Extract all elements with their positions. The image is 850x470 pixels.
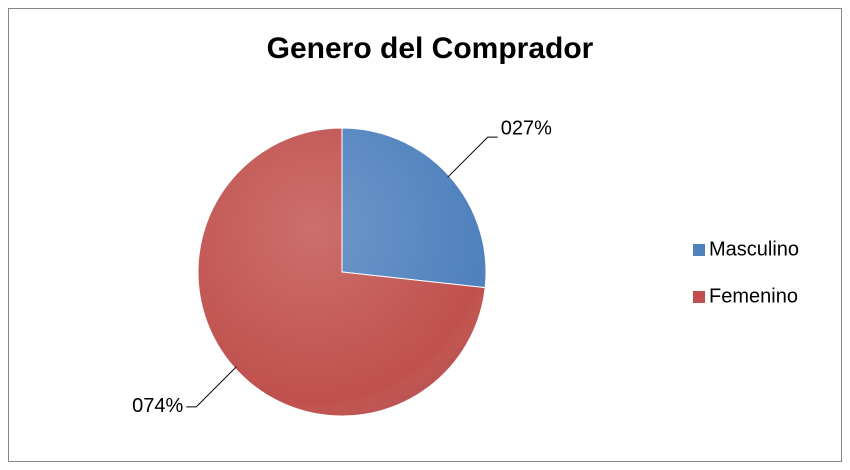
- legend-swatch: [693, 291, 705, 303]
- data-label: 027%: [501, 117, 552, 139]
- legend-label: Masculino: [709, 238, 799, 260]
- chart-title: Genero del Comprador: [267, 32, 594, 65]
- legend-label: Femenino: [709, 285, 798, 307]
- legend-swatch: [693, 244, 705, 256]
- data-label: 074%: [132, 395, 183, 417]
